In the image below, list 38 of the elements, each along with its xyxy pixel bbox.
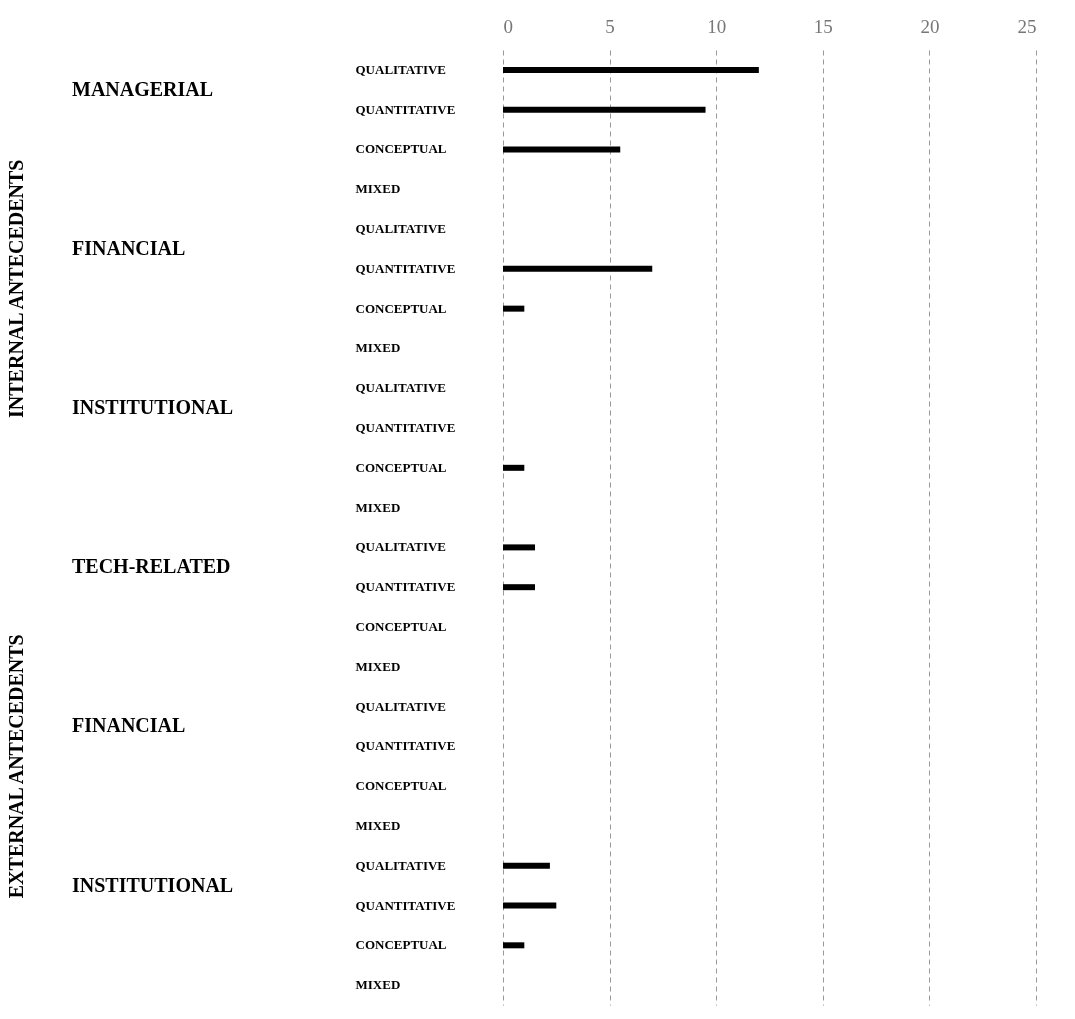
y-tick-label: CONCEPTUAL	[355, 618, 447, 634]
text: FINANCIAL	[72, 714, 186, 737]
x-tick-label: 10	[707, 15, 727, 37]
y-tick-label: CONCEPTUAL	[355, 778, 447, 794]
x-tick-label: 25	[1017, 15, 1037, 37]
text: MANAGERIAL	[72, 77, 214, 100]
text: FINANCIAL	[72, 236, 186, 259]
y-tick-label: CONCEPTUAL	[355, 459, 447, 475]
y-tick-label: QUALITATIVE	[355, 221, 447, 237]
y-tick-label: MIXED	[355, 340, 401, 356]
text: INSTITUTIONAL	[72, 396, 234, 419]
y-tick-label: QUANTITATIVE	[355, 420, 456, 436]
x-tick-label: 5	[605, 15, 615, 37]
text: TECH-RELATED	[72, 555, 231, 578]
y-tick-label: MIXED	[355, 817, 401, 833]
y-tick-label: QUANTITATIVE	[355, 101, 456, 117]
x-tick-label: 15	[813, 15, 833, 37]
y-tick-label: CONCEPTUAL	[355, 937, 447, 953]
text: EXTERNAL ANTECEDENTS	[5, 634, 27, 899]
y-tick-label: QUANTITATIVE	[355, 260, 456, 276]
y-tick-label: QUANTITATIVE	[355, 579, 456, 595]
y-tick-label: QUALITATIVE	[355, 698, 447, 714]
x-tick-label: 0	[503, 15, 513, 37]
y-tick-label: QUANTITATIVE	[355, 738, 456, 754]
y-tick-label: QUANTITATIVE	[355, 897, 456, 913]
text: INSTITUTIONAL	[72, 873, 234, 896]
text: INTERNAL ANTECEDENTS	[5, 159, 27, 418]
x-tick-label: 20	[920, 15, 940, 37]
y-tick-label: MIXED	[355, 977, 401, 993]
y-tick-label: MIXED	[355, 658, 401, 674]
y-tick-label: QUALITATIVE	[355, 61, 447, 77]
y-tick-label: MIXED	[355, 181, 401, 197]
y-tick-label: QUALITATIVE	[355, 539, 447, 555]
y-tick-label: QUALITATIVE	[355, 857, 447, 873]
y-tick-label: CONCEPTUAL	[355, 300, 447, 316]
y-tick-label: MIXED	[355, 499, 401, 515]
y-tick-label: CONCEPTUAL	[355, 141, 447, 157]
y-tick-label: QUALITATIVE	[355, 380, 447, 396]
